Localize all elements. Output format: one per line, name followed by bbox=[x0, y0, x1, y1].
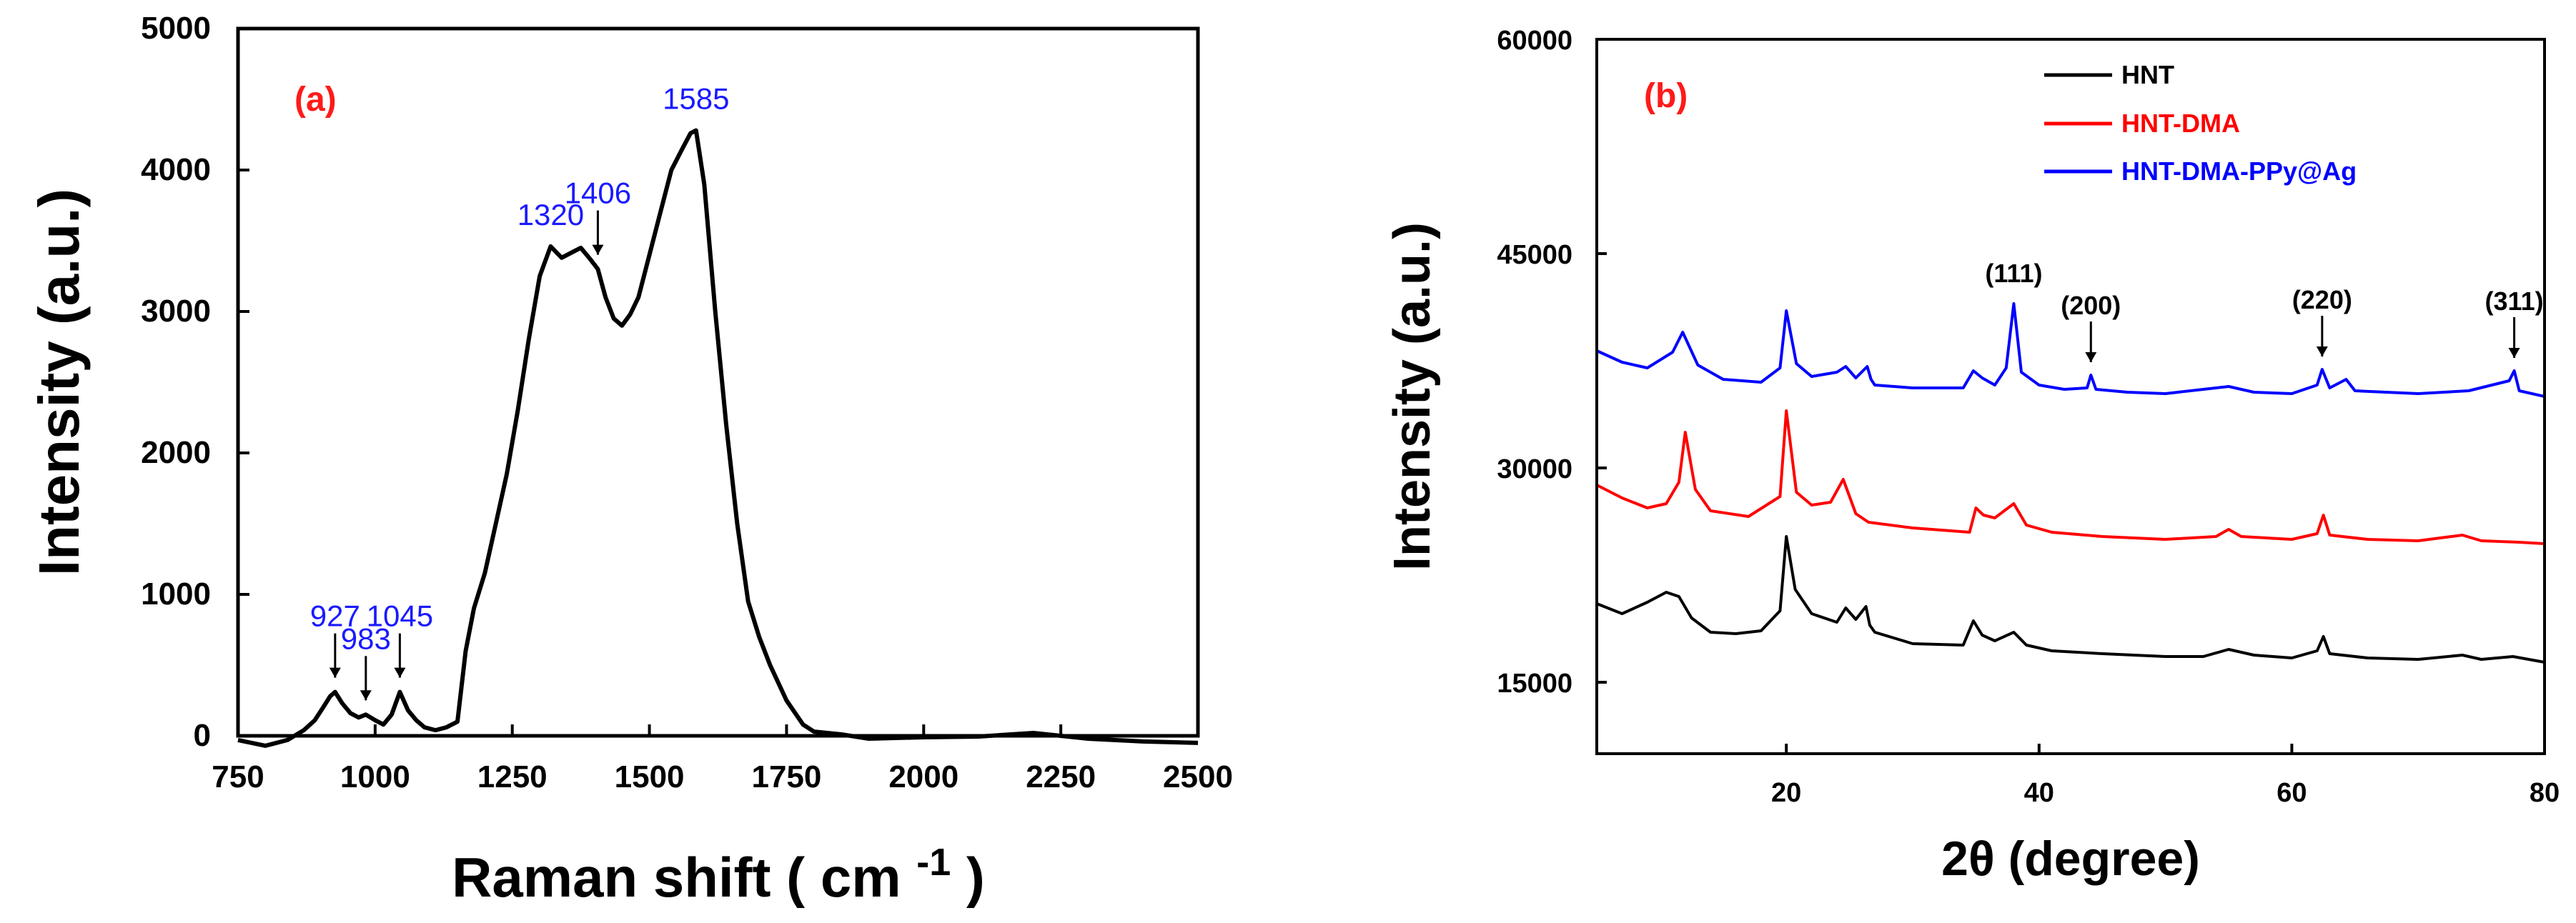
chart-a-x-axis-title-close: ) bbox=[966, 846, 985, 909]
x-tick-label: 80 bbox=[2530, 778, 2560, 808]
chart-a-y-axis-title: Intensity (a.u.) bbox=[27, 189, 91, 576]
y-tick-label: 1000 bbox=[141, 577, 211, 612]
y-tick-label: 5000 bbox=[141, 11, 211, 46]
chart-a-y-tick-labels: 0 1000 2000 3000 4000 5000 bbox=[141, 11, 211, 753]
x-tick-label: 750 bbox=[212, 759, 264, 794]
chart-b-panel-label: (b) bbox=[1644, 77, 1688, 115]
legend-label-hnt-dma-ppy-ag: HNT-DMA-PPy@Ag bbox=[2121, 156, 2357, 186]
x-tick-label: 40 bbox=[2024, 778, 2054, 808]
annotation-label: 1320 bbox=[517, 198, 584, 231]
annotation-label: 1045 bbox=[367, 599, 433, 633]
y-tick-label: 15000 bbox=[1497, 669, 1572, 699]
chart-b-hnt-dma-ppy-ag-line bbox=[1596, 302, 2545, 398]
x-tick-label: 2500 bbox=[1163, 759, 1233, 794]
y-tick-label: 0 bbox=[194, 718, 211, 753]
chart-b-hnt-line bbox=[1596, 535, 2545, 664]
y-tick-label: 2000 bbox=[141, 435, 211, 470]
chart-a-x-axis-title-unit: cm bbox=[821, 846, 901, 909]
annotation-label: 1585 bbox=[663, 82, 729, 116]
annotation-arrowhead bbox=[592, 244, 604, 255]
x-tick-label: 1750 bbox=[751, 759, 821, 794]
chart-a-raman-line bbox=[237, 128, 1199, 748]
y-tick-label: 60000 bbox=[1497, 26, 1572, 56]
chart-b-y-tick-labels: 15000 30000 45000 60000 bbox=[1497, 26, 1572, 699]
annotation-label: (200) bbox=[2061, 291, 2121, 320]
chart-a-x-axis-title-main: Raman shift bbox=[452, 846, 771, 909]
chart-a: 750 1000 1250 1500 1750 2000 2250 2500 0 1000 200… bbox=[27, 11, 1233, 909]
annotation-arrowhead bbox=[2508, 348, 2520, 358]
chart-a-panel-label: (a) bbox=[294, 81, 337, 119]
chart-b-x-tick-labels: 20 40 60 80 bbox=[1771, 778, 2560, 808]
chart-a-plot-frame bbox=[236, 26, 1200, 738]
x-tick-label: 1500 bbox=[615, 759, 685, 794]
chart-b-y-axis-title: Intensity (a.u.) bbox=[1384, 222, 1441, 571]
annotation-arrowhead bbox=[329, 667, 341, 678]
chart-a-x-axis-title-exp: -1 bbox=[916, 841, 951, 884]
annotation-label: 927 bbox=[310, 599, 360, 633]
chart-b-x-axis-title: 2θ (degree) bbox=[1941, 832, 2200, 886]
chart-a-x-axis-title-open: ( bbox=[786, 846, 805, 909]
chart-b-axis-ticks bbox=[1597, 38, 2546, 754]
legend-label-hnt: HNT bbox=[2121, 60, 2174, 89]
legend-label-hnt-dma: HNT-DMA bbox=[2121, 109, 2240, 138]
x-tick-label: 60 bbox=[2277, 778, 2307, 808]
y-tick-label: 4000 bbox=[141, 152, 211, 187]
annotation-label: (220) bbox=[2292, 285, 2352, 314]
annotation-arrowhead bbox=[360, 690, 372, 701]
y-tick-label: 45000 bbox=[1497, 240, 1572, 270]
annotation-label: (311) bbox=[2485, 286, 2544, 316]
x-tick-label: 2000 bbox=[888, 759, 958, 794]
chart-b-legend: HNT HNT-DMA HNT-DMA-PPy@Ag bbox=[2044, 60, 2357, 186]
y-tick-label: 3000 bbox=[141, 294, 211, 329]
annotation-arrowhead bbox=[394, 667, 406, 678]
annotation-label: (111) bbox=[1985, 259, 2042, 288]
annotation-label: 983 bbox=[341, 622, 391, 655]
chart-b-plot-frame bbox=[1595, 38, 2546, 755]
x-tick-label: 20 bbox=[1771, 778, 1801, 808]
chart-b-hnt-dma-line bbox=[1596, 409, 2545, 545]
chart-a-x-axis-title: Raman shift ( cm -1 ) bbox=[452, 824, 985, 909]
annotation-label: 1406 bbox=[565, 176, 631, 210]
chart-b: 20 40 60 80 15000 30000 45000 60000 (111) (200)… bbox=[1384, 26, 2560, 886]
annotation-arrowhead bbox=[2085, 352, 2097, 362]
x-tick-label: 1250 bbox=[477, 759, 548, 794]
annotation-arrowhead bbox=[2316, 346, 2328, 356]
chart-a-x-tick-labels: 750 1000 1250 1500 1750 2000 2250 2500 bbox=[212, 759, 1233, 794]
x-tick-label: 2250 bbox=[1026, 759, 1096, 794]
y-tick-label: 30000 bbox=[1497, 454, 1572, 484]
x-tick-label: 1000 bbox=[340, 759, 410, 794]
chart-b-hkl-labels: (111) (200) (220) (311) bbox=[1985, 259, 2544, 362]
